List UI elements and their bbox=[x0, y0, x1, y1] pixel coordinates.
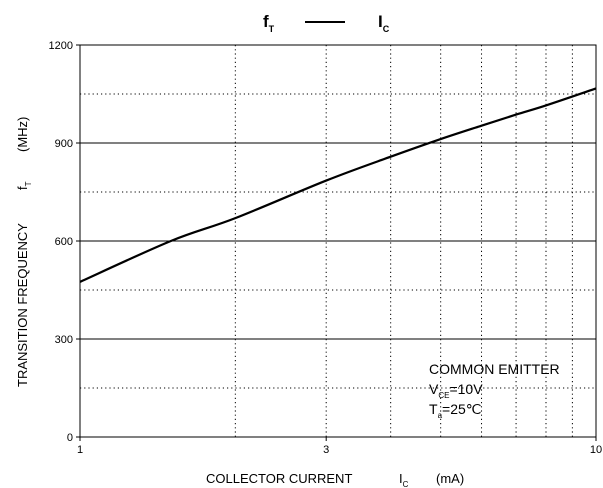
title-ic-main: I bbox=[378, 12, 383, 31]
annotation-vce: VCE=10V bbox=[429, 381, 483, 400]
title-ic-sub: C bbox=[383, 24, 390, 34]
chart-title: fT bbox=[263, 12, 275, 34]
y-tick-label: 600 bbox=[55, 236, 73, 248]
y-tick-label: 900 bbox=[55, 138, 73, 150]
annotation-ta-sub: a bbox=[438, 411, 443, 420]
chart-title-right: IC bbox=[378, 12, 390, 34]
title-ft-sub: T bbox=[269, 24, 275, 34]
x-axis-symbol-main: I bbox=[399, 471, 403, 486]
y-axis-symbol: fT bbox=[15, 181, 33, 190]
annotation-ta: Ta=25℃ bbox=[429, 401, 482, 420]
y-axis-symbol-sub: T bbox=[24, 181, 33, 186]
grid bbox=[80, 45, 596, 437]
annotation-vce-rest: =10V bbox=[449, 381, 483, 397]
x-tick-label: 10 bbox=[590, 444, 602, 456]
plot-frame bbox=[79, 44, 597, 438]
annotation-vce-main: V bbox=[429, 381, 439, 397]
y-axis-title: TRANSITION FREQUENCY bbox=[15, 223, 30, 387]
x-axis-symbol: IC bbox=[399, 471, 409, 488]
x-tick-label: 3 bbox=[323, 444, 329, 456]
y-tick-label: 300 bbox=[55, 334, 73, 346]
title-ft-main: f bbox=[263, 12, 269, 31]
series bbox=[79, 87, 597, 283]
x-tick-label: 1 bbox=[77, 444, 83, 456]
y-tick-label: 0 bbox=[67, 432, 73, 444]
annotation-ta-rest: =25℃ bbox=[442, 401, 481, 417]
series-line-ft-vs-ic bbox=[79, 87, 597, 283]
annotation-ta-main: T bbox=[429, 401, 438, 417]
x-axis-symbol-sub: C bbox=[403, 480, 409, 488]
x-axis-title: COLLECTOR CURRENT bbox=[206, 471, 352, 486]
tick-labels: 0 300 600 900 1200 1 3 10 bbox=[49, 40, 603, 456]
y-axis-symbol-main: f bbox=[15, 186, 30, 190]
x-axis-unit: (mA) bbox=[436, 471, 464, 486]
y-tick-label: 1200 bbox=[49, 40, 73, 52]
y-axis-unit: (MHz) bbox=[15, 117, 30, 152]
annotation-common-emitter: COMMON EMITTER bbox=[429, 361, 560, 377]
annotation-vce-sub: CE bbox=[438, 391, 449, 400]
